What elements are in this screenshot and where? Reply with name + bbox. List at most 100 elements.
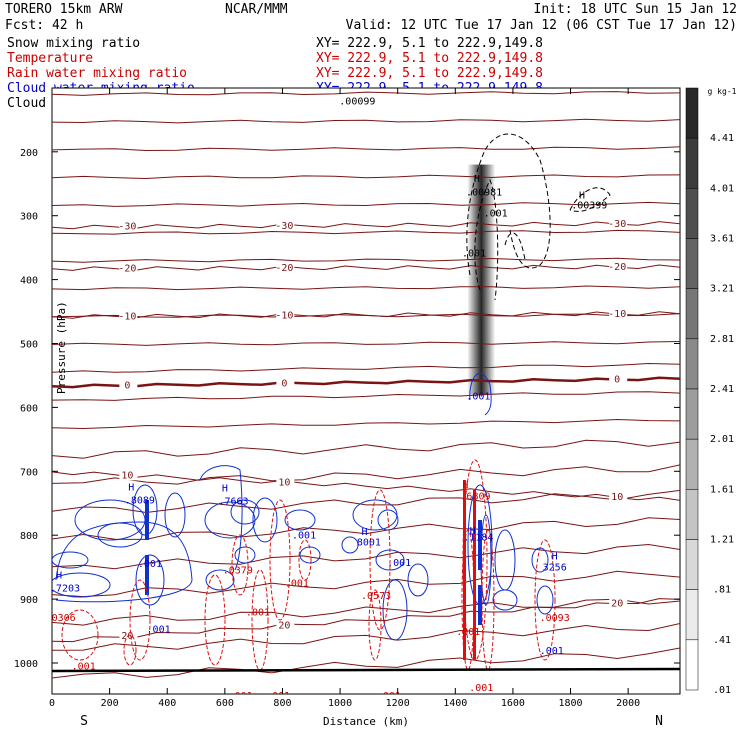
colorbar-swatch [685, 589, 699, 641]
contour-label: .001 [466, 392, 490, 403]
cloud-water-contour [284, 509, 316, 531]
contour-label: .001 [229, 691, 253, 702]
contour-label: .7203 [50, 583, 80, 594]
label-backdrop [119, 310, 138, 322]
rain-water-core [473, 490, 476, 660]
isotherm [52, 285, 680, 291]
isotherm [52, 201, 680, 207]
plot-area [51, 87, 681, 695]
contour-label: 8001 [357, 537, 381, 548]
rain-water-core [463, 480, 466, 660]
terrain-line [52, 667, 680, 673]
isotherm-label: 10 [121, 470, 133, 481]
contour-label: H [579, 190, 585, 201]
y-tick-label: 500 [20, 340, 38, 351]
snow-shading [467, 164, 496, 395]
snow-contour [569, 187, 611, 212]
cloud-water-contour [407, 563, 429, 597]
isotherm-labelled [52, 221, 680, 230]
label-backdrop [119, 379, 138, 391]
isotherm-labelled [52, 376, 680, 389]
x-tick-label: 1200 [386, 698, 410, 709]
snow-column [467, 164, 496, 395]
center-name: NCAR/MMM [225, 2, 288, 17]
snow-contour [466, 133, 551, 276]
isotherm [52, 91, 680, 96]
y-tick-label: 900 [20, 595, 38, 606]
isotherm-label: 0 [614, 374, 620, 385]
contour-label: .6809 [460, 491, 490, 502]
endpoint-north: N [655, 714, 663, 729]
label-backdrop [276, 219, 295, 231]
model-name: TORERO 15km ARW [5, 2, 123, 17]
colorbar-label: 4.01 [710, 183, 734, 194]
isotherm-labelled [52, 598, 680, 643]
isotherm [52, 623, 680, 651]
x-tick-label: 400 [158, 698, 176, 709]
contour-label: .0379 [223, 566, 253, 577]
isotherm-label: 20 [121, 631, 133, 642]
legend-label: Snow mixing ratio [7, 36, 140, 51]
y-tick-label: 400 [20, 276, 38, 287]
isotherm-label: -30 [275, 221, 293, 232]
isotherm [52, 174, 680, 180]
label-backdrop [609, 307, 628, 319]
label-backdrop [609, 491, 628, 503]
colorbar-swatch [685, 388, 699, 440]
colorbar-swatch [685, 639, 699, 691]
rain-water-contour [368, 589, 382, 661]
label-backdrop [276, 262, 295, 274]
label-backdrop [119, 262, 138, 274]
label-backdrop [609, 261, 628, 273]
contour-label: H [552, 551, 558, 562]
isotherm [52, 517, 680, 540]
contour-label: .001 [377, 691, 401, 702]
colorbar-swatch [685, 539, 699, 590]
x-axis-title: Distance (km) [323, 715, 409, 728]
legend-label: Rain water mixing ratio [7, 66, 187, 81]
isotherm [52, 341, 680, 346]
isotherm-label: -10 [608, 309, 626, 320]
x-tick-label: 200 [101, 698, 119, 709]
legend-label: Temperature [7, 51, 93, 66]
contour-label: H [470, 526, 476, 537]
isotherm-label: -20 [608, 262, 626, 273]
contour-label: .0306 [46, 613, 76, 624]
contour-label: .1184 [463, 532, 493, 543]
x-tick-label: 1000 [328, 698, 352, 709]
x-tick-label: 1800 [558, 698, 582, 709]
colorbar-label: 4.41 [710, 133, 734, 144]
isotherm-label: 0 [281, 378, 287, 389]
contour-label: .001 [138, 559, 162, 570]
colorbar-swatch [685, 288, 699, 340]
isotherm [52, 146, 680, 152]
valid-time: Valid: 12 UTC Tue 17 Jan 12 (06 CST Tue … [346, 18, 737, 33]
contour-label: .00099 [339, 97, 375, 108]
cloud-water-contour [205, 569, 235, 591]
x-tick-label: 0 [49, 698, 55, 709]
colorbar-swatch [685, 238, 699, 289]
contour-label: .0573 [361, 591, 391, 602]
cloud-water-contour [382, 579, 408, 641]
cloud-contours [52, 133, 611, 671]
y-tick-label: 700 [20, 467, 38, 478]
isotherm [52, 229, 680, 235]
rain-water-contour [129, 579, 151, 661]
contour-label: .001 [72, 661, 96, 672]
isotherm [52, 118, 680, 124]
label-backdrop [609, 217, 628, 229]
contour-label: .001 [292, 530, 316, 541]
contour-label: .001 [266, 691, 290, 702]
contour-label: .7663 [218, 497, 248, 508]
colorbar-swatch [685, 438, 699, 490]
colorbar: 4.41 4.01 3.61 3.21 2.81 2.41 2.01 1.61 1.21 .81.… [685, 87, 737, 696]
contour-label: .001 [469, 683, 493, 694]
colorbar-label: 3.61 [710, 234, 734, 245]
legend-coords: XY= 222.9, 5.1 to 222.9,149.8 [316, 66, 543, 81]
colorbar-unit: g kg-1 [708, 87, 737, 96]
contour-label: H [56, 571, 62, 582]
contour-label: H [462, 480, 468, 491]
colorbar-label: 1.61 [710, 484, 734, 495]
contour-label: .001 [484, 208, 508, 219]
